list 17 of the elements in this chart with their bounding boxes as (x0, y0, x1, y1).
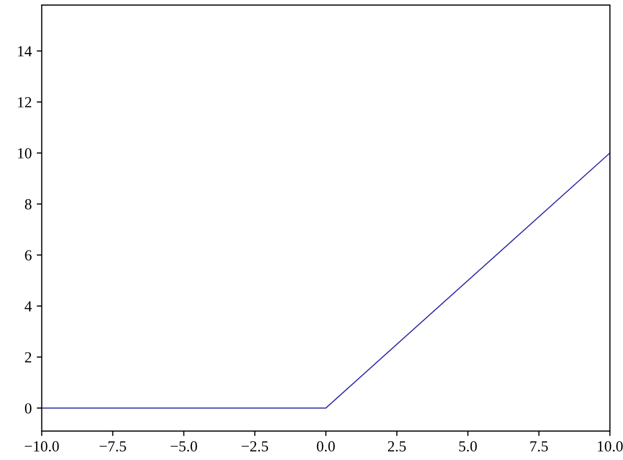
y-tick-label: 2 (25, 352, 32, 362)
y-tick-label: 14 (18, 46, 32, 56)
y-tick-label: 8 (24, 199, 32, 210)
y-tick-label: 10 (18, 148, 32, 158)
x-tick-label: 10.0 (598, 441, 623, 452)
x-tick-label: −7.5 (100, 441, 126, 452)
x-tick-label: −2.5 (242, 441, 268, 452)
y-tick-label: 6 (25, 250, 32, 260)
x-tick-label: 0.0 (316, 441, 335, 452)
x-tick-label: 5.0 (459, 441, 477, 452)
x-tick-label: −5.0 (170, 441, 198, 452)
y-tick-label: 12 (18, 97, 32, 108)
x-tick-label: 2.5 (388, 441, 406, 452)
x-tick-label: −10.0 (24, 441, 59, 452)
y-tick-label: 4 (24, 301, 32, 312)
y-tick-label: 0 (24, 403, 32, 414)
x-tick-label: 7.5 (530, 441, 548, 452)
